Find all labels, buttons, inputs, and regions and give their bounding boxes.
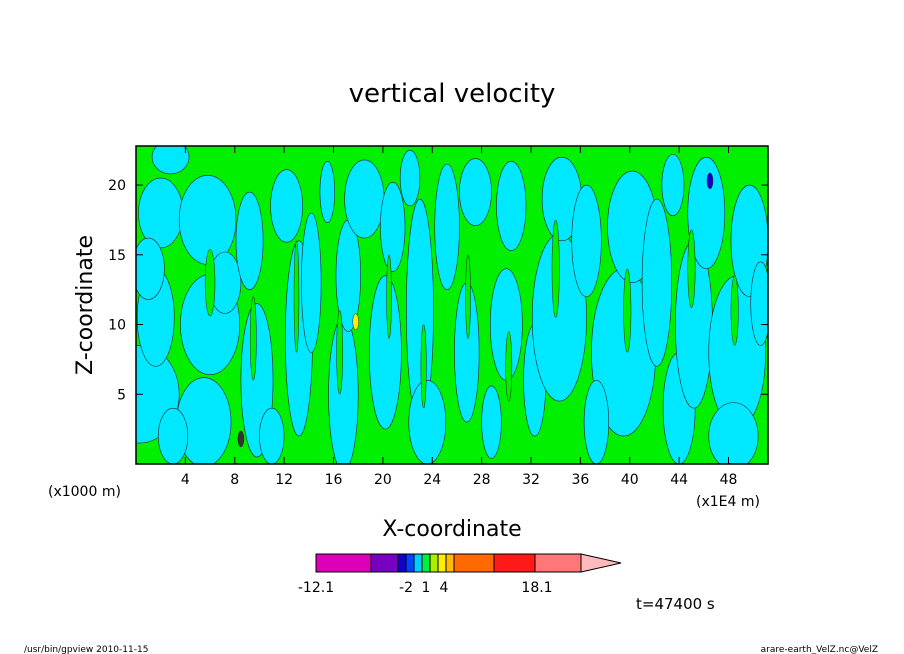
colorbar-label: 4 xyxy=(440,580,449,596)
footer-file: arare-earth_VelZ.nc@VelZ xyxy=(761,645,878,654)
negative-velocity-region xyxy=(687,156,726,270)
y-tick-label: 20 xyxy=(108,178,126,194)
velocity-extreme-speck xyxy=(706,172,714,190)
x-tick-label: 40 xyxy=(621,472,639,488)
negative-velocity-region xyxy=(178,174,237,265)
velocity-field xyxy=(136,146,768,464)
x-tick-label: 4 xyxy=(181,472,190,488)
negative-velocity-region xyxy=(459,158,492,226)
negative-velocity-region xyxy=(270,169,303,243)
colorbar-segment xyxy=(370,553,399,573)
y-tick-label: 10 xyxy=(108,318,126,334)
negative-velocity-region xyxy=(481,385,502,459)
negative-velocity-region xyxy=(344,159,385,239)
positive-velocity-filament xyxy=(623,268,632,353)
x-tick-label: 8 xyxy=(230,472,239,488)
positive-velocity-filament xyxy=(687,229,696,309)
time-label: t=47400 s xyxy=(636,595,715,613)
negative-velocity-region xyxy=(319,161,336,224)
x-tick-label: 48 xyxy=(720,472,738,488)
colorbar-segment xyxy=(397,553,407,573)
y-axis-label: Z-coordinate xyxy=(73,235,98,375)
positive-velocity-filament xyxy=(730,275,739,346)
colorbar-labels: -12.1 -2 1 4 18.1 xyxy=(298,580,553,596)
plot-frame xyxy=(135,145,769,465)
colorbar-segment xyxy=(421,553,431,573)
chart-title: vertical velocity xyxy=(349,79,556,109)
negative-velocity-region xyxy=(380,181,406,272)
x-tick-label: 44 xyxy=(670,472,688,488)
footer-program: /usr/bin/gpview 2010-11-15 xyxy=(24,645,148,654)
negative-velocity-region xyxy=(301,212,322,353)
colorbar-segment xyxy=(493,553,536,573)
x-tick-label: 28 xyxy=(473,472,491,488)
positive-velocity-filament xyxy=(249,296,257,381)
colorbar-label: 18.1 xyxy=(521,580,552,596)
colorbar-arrow xyxy=(580,553,622,573)
colorbar-segment xyxy=(437,553,447,573)
negative-velocity-region xyxy=(328,317,359,464)
negative-velocity-region xyxy=(434,163,460,290)
colorbar xyxy=(315,553,622,573)
y-tick-label: 5 xyxy=(117,387,126,403)
colorbar-segment xyxy=(413,553,423,573)
negative-velocity-region xyxy=(408,380,447,464)
positive-velocity-filament xyxy=(386,254,392,339)
y-axis: 5 10 15 20 xyxy=(108,178,768,403)
negative-velocity-region xyxy=(571,184,602,297)
negative-velocity-region xyxy=(235,191,264,290)
velocity-extreme-speck xyxy=(352,313,359,330)
negative-velocity-region xyxy=(368,275,402,430)
colorbar-segment xyxy=(445,553,455,573)
x-tick-label: 12 xyxy=(275,472,293,488)
negative-velocity-region xyxy=(399,149,421,207)
positive-velocity-filament xyxy=(336,310,344,395)
colorbar-segment xyxy=(405,553,415,573)
colorbar-label: -2 xyxy=(399,580,413,596)
negative-velocity-region xyxy=(136,237,165,300)
negative-velocity-region xyxy=(661,154,685,217)
negative-velocity-region xyxy=(157,407,189,464)
negative-velocity-region xyxy=(496,161,527,251)
negative-velocity-region xyxy=(641,198,673,367)
negative-velocity-region xyxy=(151,146,190,175)
x-tick-label: 16 xyxy=(325,472,343,488)
positive-velocity-filament xyxy=(293,240,300,353)
colorbar-label: 1 xyxy=(422,580,431,596)
x-axis-label: X-coordinate xyxy=(382,517,521,542)
x-tick-label: 20 xyxy=(374,472,392,488)
colorbar-segment xyxy=(315,553,372,573)
negative-velocity-region xyxy=(708,402,759,464)
x-axis: 4 8 12 16 20 24 28 32 36 40 44 48 xyxy=(181,146,738,488)
y-tick-label: 15 xyxy=(108,248,126,264)
positive-velocity-filament xyxy=(465,254,471,339)
colorbar-segment xyxy=(429,553,439,573)
velocity-extreme-speck xyxy=(237,430,245,448)
x-tick-label: 36 xyxy=(571,472,589,488)
colorbar-segment xyxy=(453,553,495,573)
x-unit-left: (x1000 m) xyxy=(48,484,121,500)
colorbar-label: -12.1 xyxy=(298,580,334,596)
negative-velocity-region xyxy=(259,407,285,464)
positive-velocity-filament xyxy=(551,219,560,318)
positive-velocity-filament xyxy=(420,324,427,409)
x-unit-right: (x1E4 m) xyxy=(696,494,760,510)
x-tick-label: 32 xyxy=(522,472,540,488)
negative-velocity-region xyxy=(583,380,610,464)
x-tick-label: 24 xyxy=(423,472,441,488)
positive-velocity-filament xyxy=(204,248,216,317)
positive-velocity-filament xyxy=(505,331,513,402)
negative-velocity-region xyxy=(138,177,184,249)
colorbar-segment xyxy=(534,553,582,573)
